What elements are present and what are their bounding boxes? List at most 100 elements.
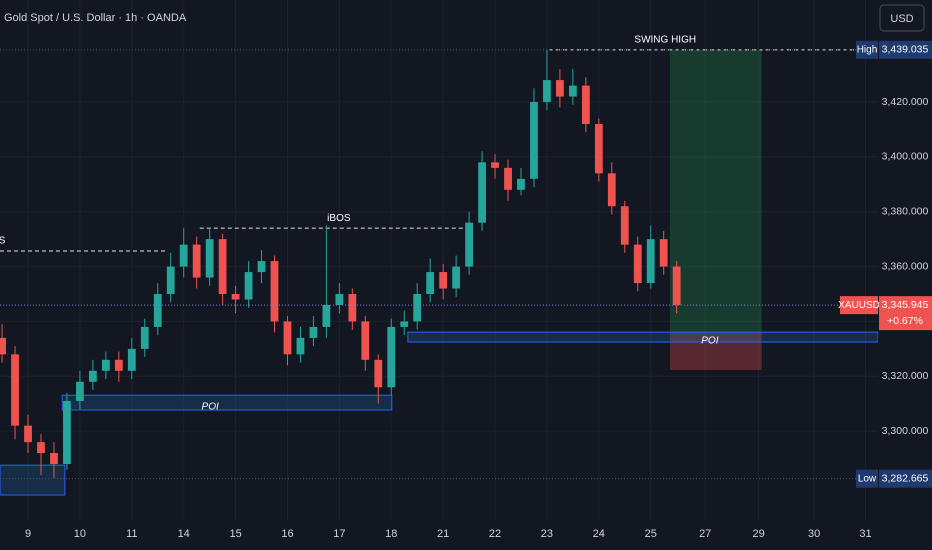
candle-body [296, 337, 305, 355]
x-tick-label: 18 [385, 528, 397, 540]
candle-body [231, 294, 240, 300]
x-tick-label: 29 [753, 528, 765, 540]
poi-zone [0, 464, 66, 496]
candle-body [50, 453, 58, 465]
poi-label: POI [202, 401, 219, 412]
x-tick-label: 24 [593, 528, 605, 540]
candle-body [309, 326, 318, 338]
chart-title: Gold Spot / U.S. Dollar · 1h · OANDA [4, 12, 187, 24]
marker-name-box [840, 296, 878, 315]
marker-name: XAUUSD [838, 300, 880, 311]
x-tick-label: 31 [859, 528, 871, 540]
candle-body [348, 294, 357, 322]
x-tick-label: 27 [699, 528, 711, 540]
candle-body [270, 261, 279, 322]
candle-body [114, 359, 123, 371]
x-tick-label: 11 [126, 528, 137, 540]
candle-body [166, 266, 175, 295]
candle-body [426, 272, 435, 295]
x-tick-label: 14 [178, 528, 190, 540]
y-tick-label: 3,360.000 [882, 260, 929, 272]
marker-change: +0.67% [887, 315, 923, 327]
candle-body [594, 123, 603, 174]
currency-label[interactable]: USD [890, 13, 913, 25]
x-tick-label: 22 [489, 528, 501, 540]
candle-body [140, 326, 149, 349]
marker-value: 3,439.035 [882, 44, 929, 56]
marker-name: High [857, 44, 878, 55]
x-tick-label: 16 [281, 528, 293, 540]
candle-body [517, 178, 525, 190]
candle-body [257, 261, 266, 273]
candle-body [491, 162, 499, 168]
marker-value-box [879, 469, 932, 488]
candle-body [322, 304, 331, 327]
candle-body [361, 321, 370, 360]
position-stop [669, 332, 762, 370]
poi-zone [407, 331, 879, 343]
position-target [669, 49, 762, 333]
candle-body [478, 162, 486, 223]
candle-body [101, 359, 110, 371]
candle-body [646, 239, 655, 284]
y-tick-label: 3,320.000 [882, 370, 929, 382]
candle-body [335, 294, 344, 305]
price-axis [878, 0, 932, 550]
candle-body [205, 239, 214, 278]
y-tick-label: 3,380.000 [882, 206, 929, 218]
x-tick-label: 21 [437, 528, 449, 540]
x-tick-label: 17 [333, 528, 345, 540]
x-tick-label: 30 [808, 528, 820, 540]
marker-name-box [856, 469, 878, 488]
poi-label: POI [701, 336, 718, 347]
x-tick-label: 15 [229, 528, 241, 540]
candle-body [179, 244, 188, 267]
candle-body [452, 266, 461, 289]
x-tick-label: 23 [541, 528, 553, 540]
level-label: iBOS [327, 213, 351, 224]
candle-body [283, 321, 292, 355]
candle-body [400, 321, 409, 327]
candle-body [88, 370, 97, 382]
candle-body [581, 85, 590, 124]
candle-body [530, 102, 538, 179]
candle-body [24, 425, 32, 443]
candle-body [504, 167, 512, 190]
x-tick-label: 25 [645, 528, 657, 540]
marker-value: 3,345.945 [882, 299, 929, 311]
candle-body [543, 80, 551, 103]
candle-body [11, 354, 19, 426]
candle-body [374, 359, 383, 388]
candle-body [568, 85, 577, 97]
candle-body [556, 80, 564, 97]
candle-body [439, 272, 448, 289]
candle-body [465, 222, 473, 267]
candle-body [0, 337, 6, 355]
candle-body [633, 244, 642, 284]
candle-body [672, 266, 681, 305]
marker-name-box [856, 40, 878, 59]
x-tick-label: 10 [74, 528, 86, 540]
level-label: iBOS [0, 236, 6, 247]
candle-body [607, 173, 616, 207]
y-tick-label: 3,400.000 [882, 151, 929, 163]
level-label: SWING HIGH [634, 34, 696, 45]
candle-body [76, 381, 84, 401]
marker-value: 3,282.665 [882, 472, 929, 484]
candle-body [620, 206, 629, 245]
candle-body [387, 326, 396, 388]
marker-value-box [879, 296, 932, 331]
poi-zone [61, 394, 393, 411]
candle-body [192, 244, 201, 278]
x-tick-label: 9 [25, 528, 31, 540]
candle-body [127, 348, 136, 371]
y-tick-label: 3,300.000 [882, 425, 929, 437]
candle-body [659, 239, 668, 267]
currency-button[interactable] [879, 4, 925, 32]
y-tick-label: 3,420.000 [882, 96, 929, 108]
candle-body [218, 239, 227, 295]
candle-body [63, 400, 71, 465]
candle-body [153, 294, 162, 327]
